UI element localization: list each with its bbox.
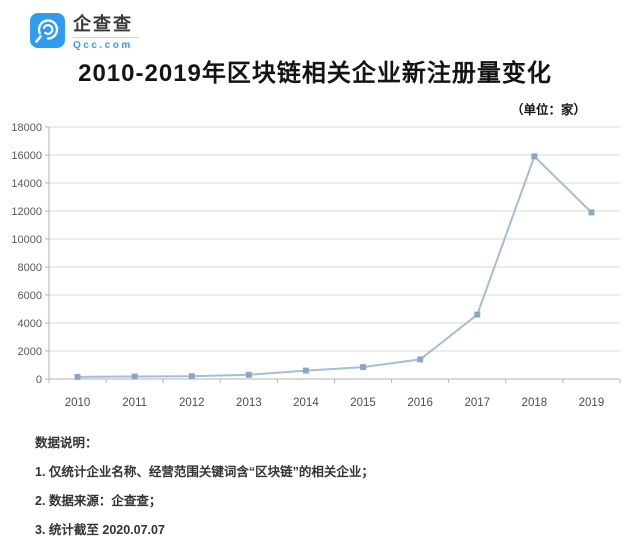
data-notes: 数据说明： 1. 仅统计企业名称、经营范围关键词含“区块链”的相关企业； 2. 数… [35,432,374,543]
notes-list: 1. 仅统计企业名称、经营范围关键词含“区块链”的相关企业； 2. 数据来源：企查… [35,461,374,538]
svg-text:2014: 2014 [293,397,319,409]
unit-label: （单位：家） [510,103,586,117]
series-markers [74,153,595,380]
svg-text:0: 0 [36,374,42,386]
svg-text:6000: 6000 [18,290,42,302]
data-note: 3. 统计截至 2020.07.07 [35,523,165,537]
svg-text:2015: 2015 [350,397,376,409]
svg-text:10000: 10000 [11,234,42,246]
series-line [77,154,593,378]
svg-text:2010: 2010 [65,397,91,409]
svg-text:2011: 2011 [122,397,147,409]
qcc-brand: 企查查 Qcc.com [30,13,139,51]
brand-text: 企查查 Qcc.com [73,13,139,51]
data-note: 2. 数据来源：企查查； [35,494,162,508]
page-title: 2010-2019年区块链相关企业新注册量变化 [78,60,552,87]
xaxis: 2010 2011 2012 2013 2014 2015 2016 2017 2018 2019 [48,127,621,409]
svg-text:4000: 4000 [18,318,42,330]
svg-text:2013: 2013 [236,397,262,409]
notes-heading: 数据说明： [35,436,98,450]
brand-domain: Qcc.com [73,40,133,51]
svg-text:8000: 8000 [18,262,42,274]
svg-text:2012: 2012 [179,397,205,409]
svg-text:2019: 2019 [579,397,605,409]
svg-text:2000: 2000 [18,346,42,358]
svg-text:2018: 2018 [522,397,548,409]
brand-name: 企查查 [73,14,133,34]
qcc-logo-icon [30,13,65,48]
grid-and-yaxis: 0 2000 4000 6000 8000 10000 12000 14000 16000 180… [11,122,620,386]
brand-divider [73,37,139,38]
svg-text:2016: 2016 [407,397,433,409]
svg-text:18000: 18000 [11,122,42,134]
line-chart: 0 2000 4000 6000 8000 10000 12000 14000 16000 180… [11,122,621,409]
svg-text:12000: 12000 [11,206,42,218]
svg-text:2017: 2017 [464,397,490,409]
svg-text:16000: 16000 [11,150,42,162]
data-note: 1. 仅统计企业名称、经营范围关键词含“区块链”的相关企业； [35,465,374,479]
svg-text:14000: 14000 [11,178,42,190]
